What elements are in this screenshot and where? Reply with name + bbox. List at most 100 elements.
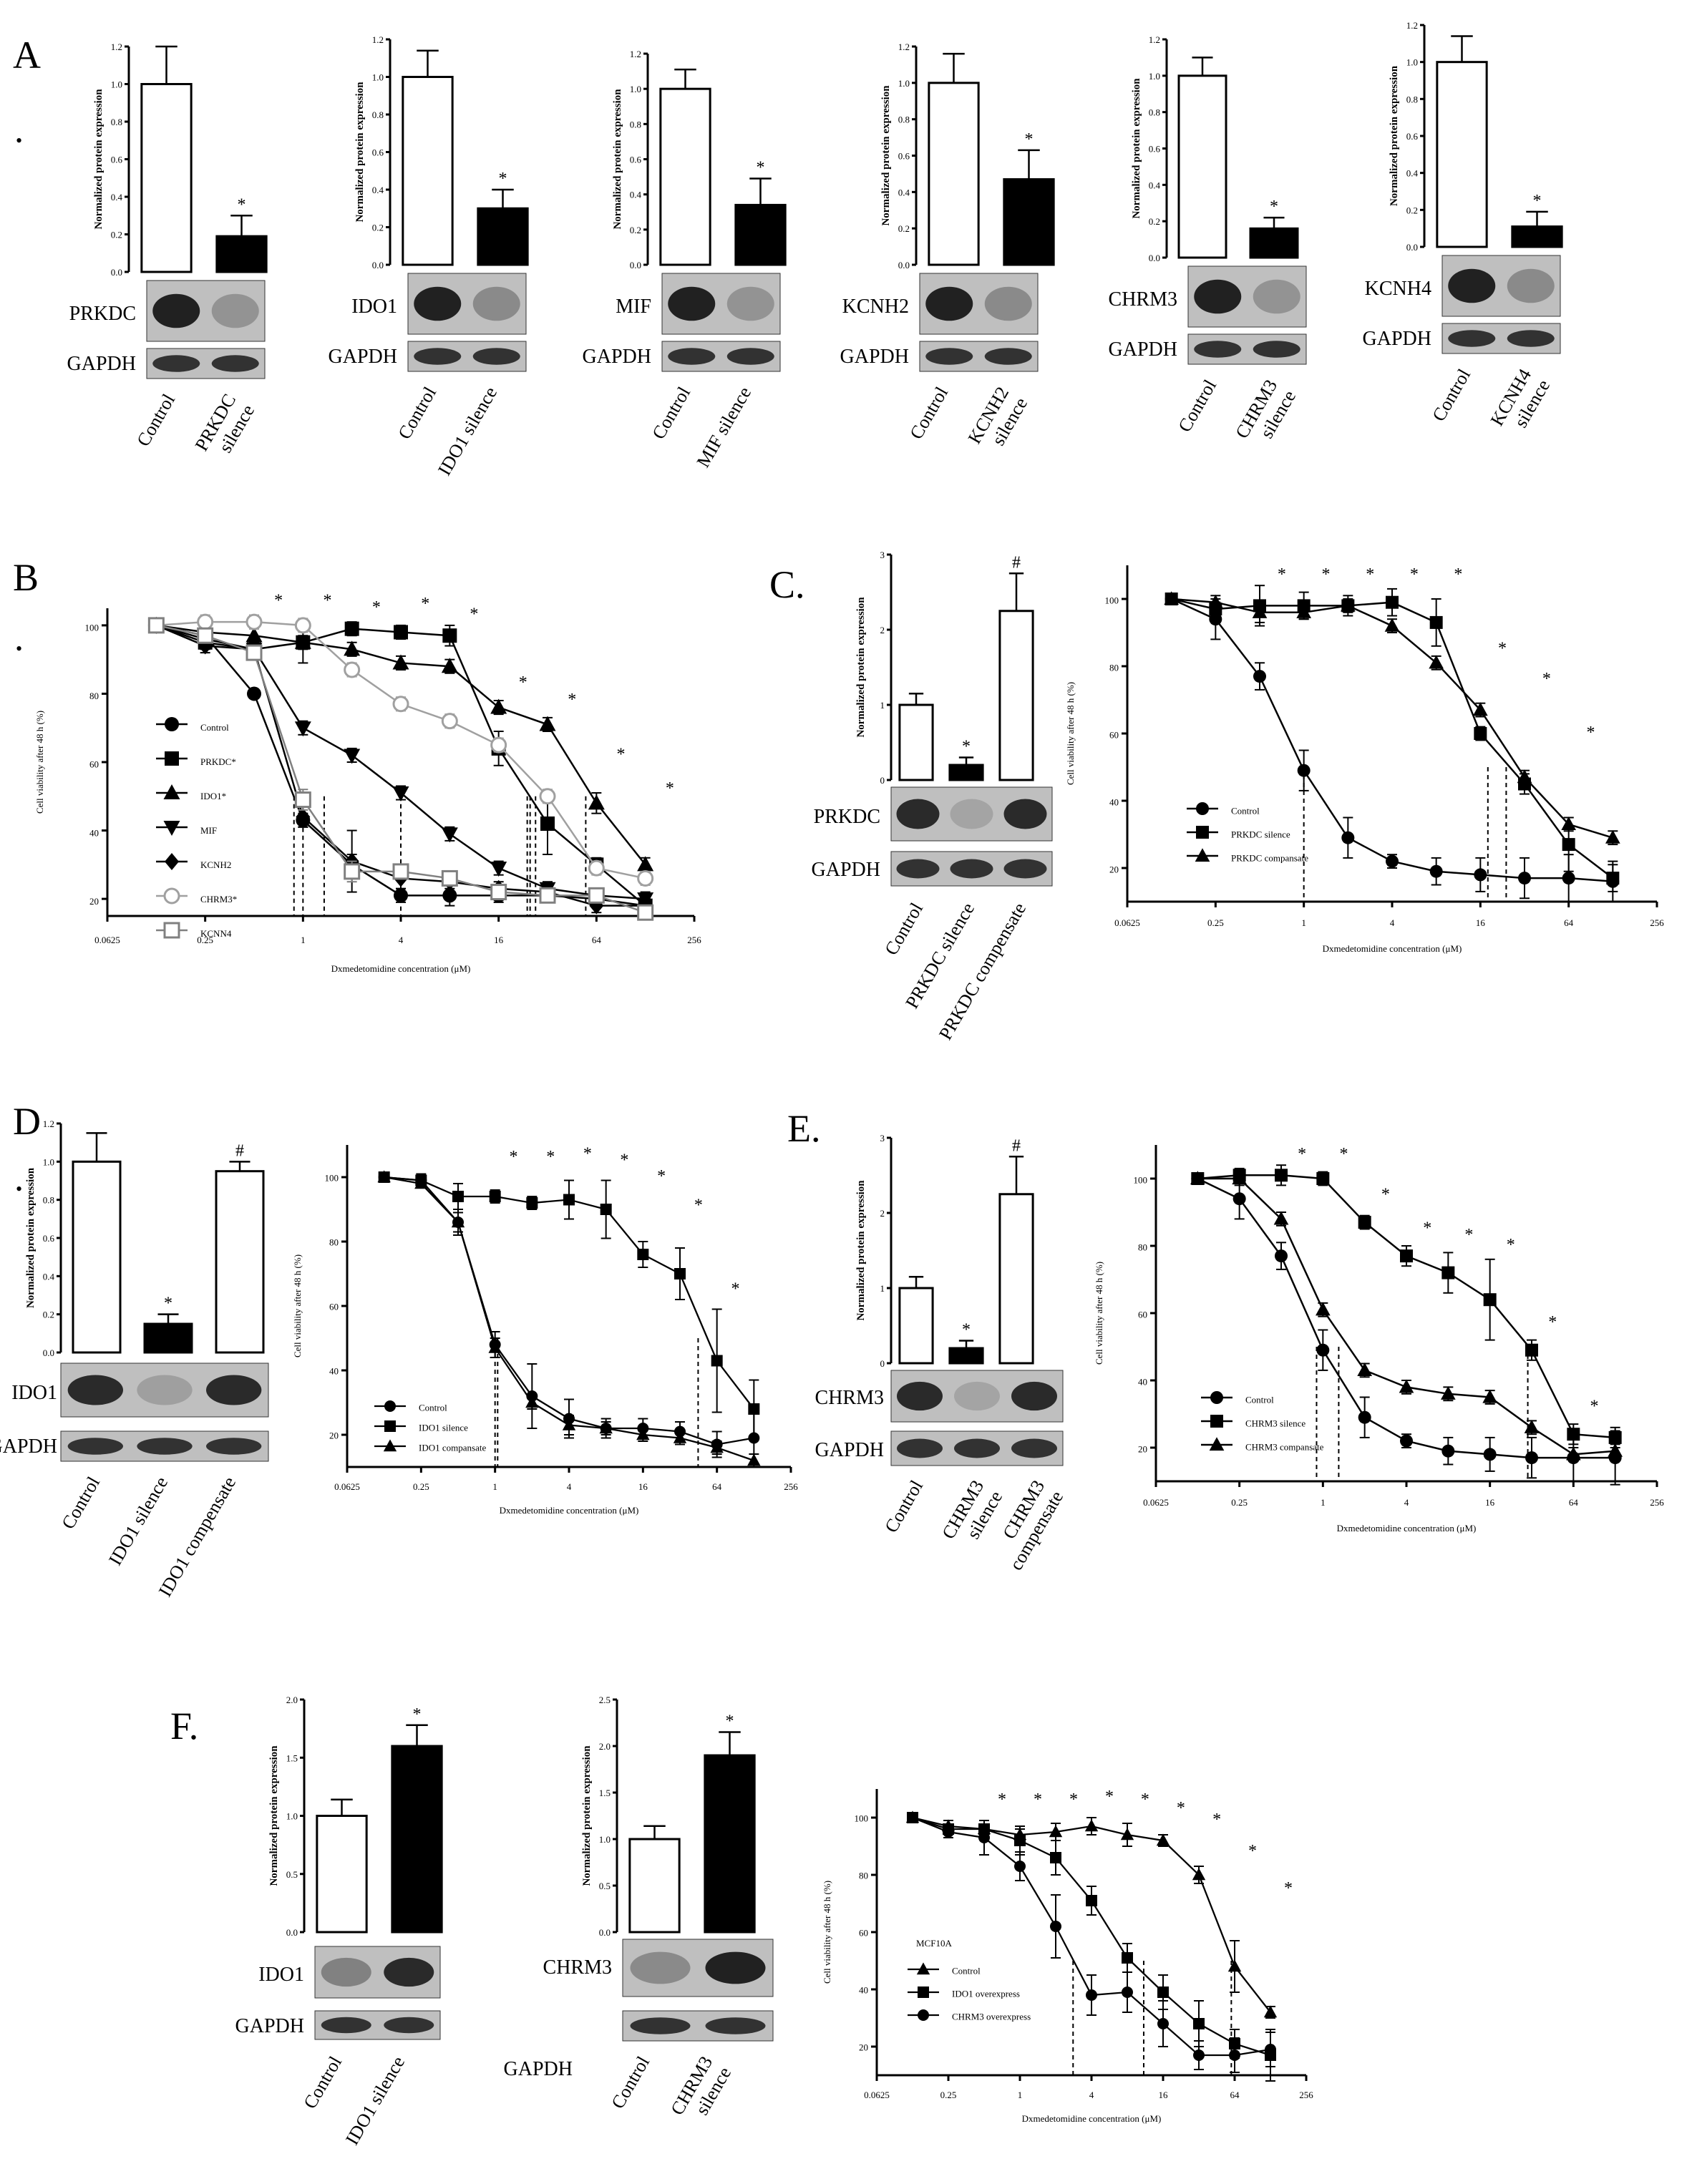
marker-diamond [296, 808, 311, 826]
marker-triangle [1315, 1302, 1331, 1316]
y-tick-label: 0.0 [43, 1347, 54, 1358]
marker-circle [1275, 1249, 1288, 1263]
y-tick-label: 1.2 [1406, 20, 1418, 31]
y-tick-label: 0.0 [599, 1927, 611, 1938]
y-tick-label: 0 [880, 1358, 885, 1369]
marker-triangle [245, 627, 263, 643]
blot-protein-label: PRKDC [69, 303, 136, 325]
marker-triangle [1227, 1959, 1242, 1972]
marker-triangle [1608, 1443, 1623, 1457]
bar [140, 83, 193, 273]
bar-chart-C1: 0 1 2 3 Normalized protein expression * # [855, 550, 1034, 786]
marker-square [1196, 826, 1209, 839]
significance-mark: * [1177, 1799, 1185, 1818]
marker-triangle [414, 1176, 428, 1189]
marker-square [1193, 2018, 1205, 2029]
line-chart-E2: 20 40 60 80 100 0.0625 0.25 1 4 16 64 256 Cell viabi… [1094, 1145, 1664, 1534]
marker-open-circle [163, 887, 180, 905]
bar [898, 1287, 934, 1365]
y-tick-label: 40 [1109, 796, 1119, 807]
marker-square [1086, 1895, 1097, 1906]
blot-band [896, 799, 940, 829]
marker-square [674, 1268, 686, 1279]
bar [1511, 225, 1563, 248]
marker-open-circle [588, 859, 605, 877]
marker-circle [1441, 1444, 1455, 1458]
significance-mark: * [1034, 1790, 1042, 1809]
bar-chart-F2: 0.0 0.5 1.0 1.5 2.0 2.5 Normalized protein exp… [581, 1695, 756, 1938]
y-tick-label: 2.5 [599, 1695, 611, 1705]
y-tick-label: 0.8 [898, 114, 910, 125]
marker-circle [1122, 1986, 1133, 1998]
significance-mark: * [962, 738, 971, 756]
blot-protein-label: CHRM3 [815, 1387, 884, 1409]
marker-circle [1265, 2044, 1276, 2055]
marker-square [384, 1420, 396, 1432]
marker-triangle [525, 1395, 539, 1408]
y-tick-label: 0.6 [1406, 131, 1419, 142]
marker-triangle [1252, 605, 1268, 618]
significance-mark: * [1284, 1879, 1293, 1898]
x-tick-label: 4 [1390, 917, 1395, 928]
x-axis-label: Dxmedetomidine concentration (μM) [1022, 2113, 1162, 2124]
x-tick-label: 4 [399, 935, 404, 945]
x-tick-label: 256 [687, 935, 701, 945]
significance-mark: * [1366, 565, 1374, 584]
x-tick-label: 0.0625 [94, 935, 120, 945]
significance-mark: * [509, 1148, 517, 1166]
marker-triangle [1084, 1819, 1099, 1832]
marker-square [526, 1197, 538, 1209]
sample-label-group: IDO1 compensate [155, 1473, 240, 1601]
bar [1249, 227, 1299, 259]
marker-triangle [588, 794, 605, 810]
bar-chart-A6: 0.0 0.2 0.4 0.6 0.8 1.0 1.2 Normalized protein … [1389, 20, 1563, 253]
blot-gapdh-label: GAPDH [583, 346, 651, 368]
y-tick-label: 0.2 [1149, 216, 1160, 227]
legend-entry: IDO1 compansate [419, 1443, 486, 1453]
blot-gapdh-label: GAPDH [840, 346, 909, 368]
legend-entry: CHRM3 silence [1245, 1418, 1306, 1429]
blot-gapdh [1187, 333, 1307, 365]
panel-label-b: B [13, 556, 39, 599]
significance-mark: * [620, 1151, 628, 1170]
x-tick-label: 0.25 [413, 1481, 429, 1492]
y-tick-label: 80 [89, 691, 99, 701]
x-tick-label: 0.0625 [334, 1481, 360, 1492]
marker-open-circle [245, 613, 263, 630]
blot-band [705, 1951, 766, 1984]
series-line [1171, 598, 1613, 839]
y-tick-label: 1.5 [286, 1752, 298, 1763]
blot-band [925, 348, 973, 365]
blot-gapdh-label: GAPDH [329, 346, 397, 368]
y-axis-label: Normalized protein expression [612, 89, 623, 230]
y-tick-label: 3 [880, 1133, 885, 1144]
marker-circle [1525, 1451, 1538, 1465]
significance-mark: * [1270, 198, 1278, 216]
marker-triangle [441, 658, 458, 673]
y-tick-label: 40 [89, 827, 99, 838]
marker-triangle [747, 1453, 761, 1466]
marker-circle [943, 1826, 954, 1838]
y-tick-label: 0.0 [372, 260, 384, 270]
y-tick-label: 0.0 [1406, 242, 1418, 253]
y-tick-label: 1.0 [599, 1834, 611, 1845]
blot-band [1448, 330, 1496, 347]
marker-triangle [1517, 769, 1532, 784]
y-tick-label: 0.4 [630, 190, 642, 200]
marker-square [1525, 1343, 1538, 1357]
panel-label-a: A [13, 34, 41, 77]
y-tick-label: 0.4 [1149, 180, 1161, 190]
blot-chrm3 [890, 1370, 1064, 1423]
marker-square [1210, 1415, 1223, 1428]
marker-open-square [197, 627, 214, 644]
x-tick-label: 4 [1089, 2090, 1094, 2100]
marker-circle [1193, 2049, 1205, 2061]
blot-gapdh [407, 341, 527, 372]
marker-circle [1483, 1448, 1497, 1461]
x-tick-label: 0.25 [197, 935, 213, 945]
marker-triangle [673, 1430, 687, 1443]
blot-band [897, 1381, 943, 1411]
marker-circle [1232, 1192, 1246, 1206]
blot-gapdh [146, 348, 266, 379]
marker-circle [1518, 872, 1531, 885]
